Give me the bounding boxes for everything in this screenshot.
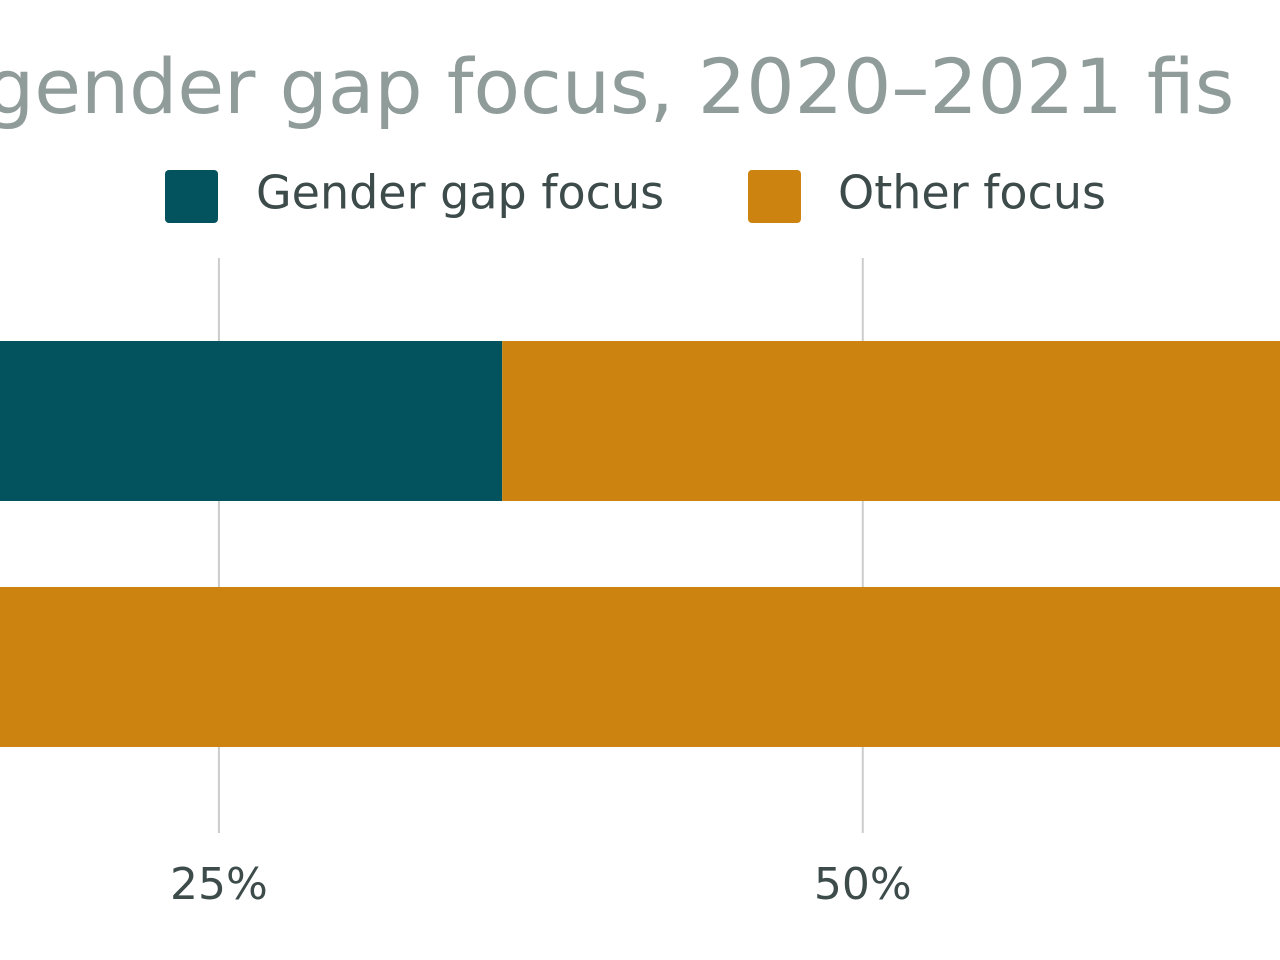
bar-segment [0,341,503,501]
grid: 25% 50% [170,258,912,910]
bars [0,341,1280,747]
bar-segment [0,587,1280,747]
legend: Gender gap focus Other focus [165,166,1106,223]
legend-label: Gender gap focus [256,166,664,220]
chart-title: gender gap focus, 2020–2021 fis [0,42,1234,131]
x-tick-label: 25% [170,859,268,910]
bar-segment [502,341,1280,501]
legend-swatch [165,170,218,223]
legend-label: Other focus [838,166,1106,220]
x-tick-label: 50% [814,859,912,910]
legend-swatch [748,170,801,223]
